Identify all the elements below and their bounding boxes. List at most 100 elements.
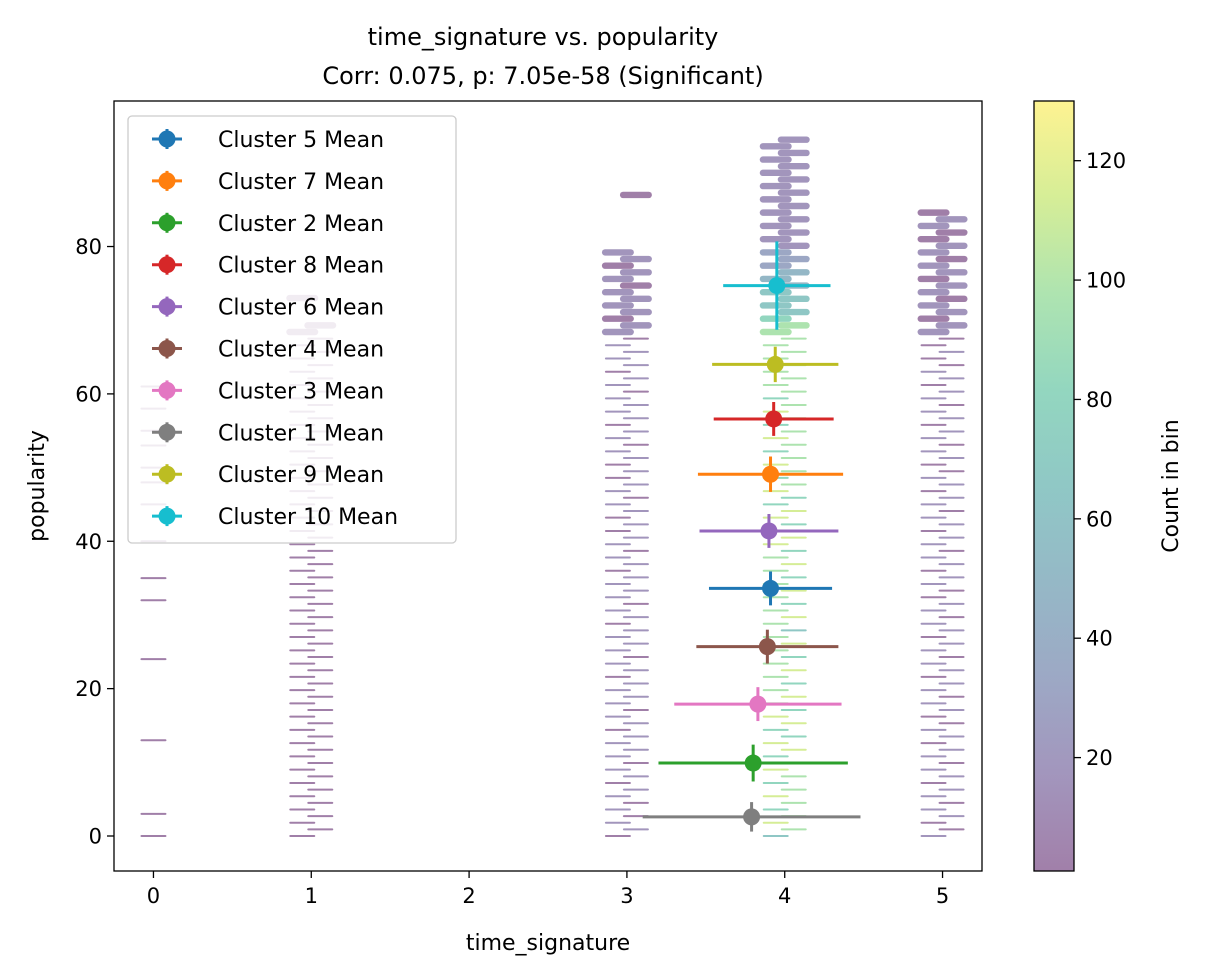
legend-entry-label: Cluster 8 Mean xyxy=(218,254,384,279)
hexbin-cell xyxy=(762,450,789,453)
hexbin-cell xyxy=(762,596,789,599)
hexbin-cell xyxy=(289,569,316,572)
hexbin-cell xyxy=(307,788,334,791)
hexbin-cell xyxy=(619,282,652,289)
hexbin-cell xyxy=(938,563,965,566)
hexbin-cell xyxy=(604,490,631,493)
hexbin-cell xyxy=(920,384,947,387)
hexbin-cell xyxy=(604,357,631,360)
hexbin-cell xyxy=(604,583,631,585)
hexbin-cell xyxy=(619,191,652,199)
hexbin-cell xyxy=(622,563,649,566)
hexbin-cell xyxy=(762,609,789,612)
chart-title: time_signature vs. popularity xyxy=(368,23,719,51)
hexbin-cell xyxy=(289,609,316,612)
hexbin-cell xyxy=(780,602,807,605)
cluster-mean-point xyxy=(749,695,767,713)
hexbin-cell xyxy=(762,636,789,639)
cluster-mean-point xyxy=(765,410,783,428)
hexbin-cell xyxy=(759,328,792,336)
x-tick-label: 3 xyxy=(620,884,633,908)
y-tick-label: 20 xyxy=(75,677,102,701)
hexbin-cell xyxy=(920,702,947,705)
hexbin-cell xyxy=(601,275,634,283)
hexbin-cell xyxy=(920,835,947,837)
hexbin-cell xyxy=(622,602,649,605)
hexbin-cell xyxy=(938,801,965,804)
hexbin-cell xyxy=(938,616,965,619)
hexbin-cell xyxy=(622,616,649,619)
legend-entry-label: Cluster 4 Mean xyxy=(218,338,384,363)
hexbin-cell xyxy=(604,476,631,479)
hexbin-cell xyxy=(920,583,947,585)
hexbin-cell xyxy=(622,523,649,526)
colorbar-tick-label: 120 xyxy=(1086,149,1126,173)
hexbin-cell xyxy=(780,496,807,499)
hexbin-cell xyxy=(622,669,649,672)
y-tick-label: 80 xyxy=(75,235,102,259)
hexbin-cell xyxy=(307,828,334,831)
hexbin-cell xyxy=(604,410,631,413)
hexbin-cell xyxy=(920,410,947,413)
hexbin-cell xyxy=(604,781,631,784)
hexbin-cell xyxy=(307,682,334,685)
hexbin-cell xyxy=(920,808,947,811)
hexbin-cell xyxy=(307,748,334,751)
y-tick-label: 40 xyxy=(75,530,102,554)
hexbin-cell xyxy=(917,235,950,243)
hexbin-cell xyxy=(920,450,947,453)
legend-entry-label: Cluster 3 Mean xyxy=(218,379,384,404)
y-axis-label: popularity xyxy=(25,430,50,542)
hexbin-cell xyxy=(604,715,631,718)
hexbin-cell xyxy=(777,163,810,170)
hexbin-cell xyxy=(307,563,334,566)
hexbin-cell xyxy=(759,209,792,216)
hexbin-cell xyxy=(622,735,649,738)
hexbin-cell xyxy=(938,430,965,433)
hexbin-cell xyxy=(938,815,965,818)
hexbin-cell xyxy=(759,169,792,177)
hexbin-cell xyxy=(622,576,649,579)
hexbin-cell xyxy=(920,569,947,572)
hexbin-cell xyxy=(780,337,807,340)
y-tick-label: 60 xyxy=(75,382,102,406)
hexbin-cell xyxy=(780,629,807,632)
hexbin-cell xyxy=(938,775,965,778)
hexbin-cell xyxy=(938,682,965,685)
hexbin-cell xyxy=(780,457,807,459)
hexbin-cell xyxy=(622,788,649,791)
hexbin-cell xyxy=(604,768,631,771)
hexbin-cell xyxy=(289,662,316,665)
hexbin-cell xyxy=(622,682,649,685)
hexbin-cell xyxy=(604,450,631,453)
hexbin-cell xyxy=(619,295,652,303)
hexbin-cell xyxy=(289,622,316,625)
hexbin-cell xyxy=(307,669,334,672)
hexbin-cell xyxy=(762,503,789,506)
hexbin-cell xyxy=(307,801,334,804)
legend-entry-label: Cluster 10 Mean xyxy=(218,505,398,530)
hexbin-cell xyxy=(920,556,947,559)
hexbin-cell xyxy=(604,596,631,599)
hexbin-cell xyxy=(622,457,649,459)
hexbin-cell xyxy=(920,609,947,612)
hexbin-cell xyxy=(938,536,965,539)
hexbin-cell xyxy=(604,636,631,639)
hexbin-cell xyxy=(622,403,649,406)
legend-marker-point xyxy=(158,507,176,525)
hexbin-cell xyxy=(140,835,167,837)
x-axis: 0 1 2 3 4 5 xyxy=(147,871,949,908)
x-tick-label: 0 xyxy=(147,884,160,908)
hexbin-cell xyxy=(935,216,968,223)
hexbin-cell xyxy=(920,781,947,784)
hexbin-cell xyxy=(307,722,334,725)
hexbin-cell xyxy=(938,602,965,605)
hexbin-cell xyxy=(938,828,965,831)
colorbar-tick-label: 60 xyxy=(1086,507,1113,531)
hexbin-cell xyxy=(622,510,649,513)
x-tick-label: 1 xyxy=(305,884,318,908)
hexbin-cell xyxy=(289,781,316,784)
hexbin-cell xyxy=(604,529,631,532)
hexbin-cell xyxy=(762,344,789,347)
hexbin-cell xyxy=(759,235,792,243)
